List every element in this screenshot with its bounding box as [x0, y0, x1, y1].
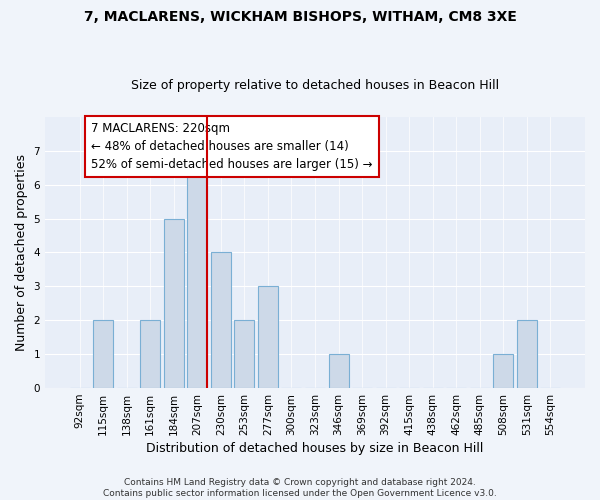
Bar: [258, 286, 278, 388]
Bar: [211, 252, 231, 388]
Bar: [187, 150, 208, 388]
Text: 7, MACLARENS, WICKHAM BISHOPS, WITHAM, CM8 3XE: 7, MACLARENS, WICKHAM BISHOPS, WITHAM, C…: [83, 10, 517, 24]
Bar: [235, 320, 254, 388]
Title: Size of property relative to detached houses in Beacon Hill: Size of property relative to detached ho…: [131, 79, 499, 92]
Bar: [329, 354, 349, 388]
Bar: [140, 320, 160, 388]
Bar: [517, 320, 537, 388]
Text: Contains HM Land Registry data © Crown copyright and database right 2024.
Contai: Contains HM Land Registry data © Crown c…: [103, 478, 497, 498]
Text: 7 MACLARENS: 220sqm
← 48% of detached houses are smaller (14)
52% of semi-detach: 7 MACLARENS: 220sqm ← 48% of detached ho…: [91, 122, 373, 171]
Bar: [93, 320, 113, 388]
Y-axis label: Number of detached properties: Number of detached properties: [15, 154, 28, 351]
Bar: [164, 218, 184, 388]
Bar: [493, 354, 514, 388]
X-axis label: Distribution of detached houses by size in Beacon Hill: Distribution of detached houses by size …: [146, 442, 484, 455]
